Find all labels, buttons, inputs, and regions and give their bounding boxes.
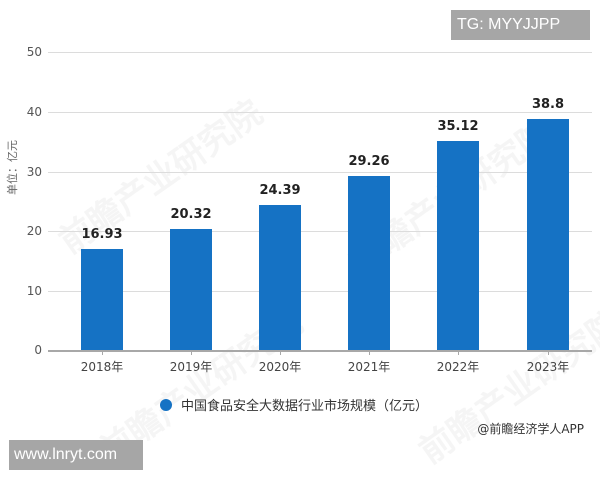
source-credit: @前瞻经济学人APP [477,422,584,436]
gridline [48,172,592,173]
y-tick: 10 [26,284,42,298]
gridline [48,291,592,292]
x-tick-label: 2023年 [526,360,570,374]
x-tick-mark [191,351,192,355]
x-tick-label: 2022年 [436,360,480,374]
bar-value-label: 35.12 [437,118,479,134]
x-tick-label: 2021年 [347,360,391,374]
bar-value-label: 24.39 [259,182,301,198]
bar [527,118,569,350]
overlay-tag-top: TG: MYYJJPP [451,10,590,40]
x-tick-mark [458,351,459,355]
x-tick-mark [102,351,103,355]
y-tick: 20 [26,224,42,238]
overlay-tag-bottom: www.lnryt.com [9,440,143,470]
legend: 中国食品安全大数据行业市场规模（亿元） [160,395,428,414]
y-tick: 30 [26,165,42,179]
y-tick: 40 [26,105,42,119]
legend-dot-icon [160,398,172,411]
y-tick: 50 [26,45,42,59]
bar-value-label: 29.26 [348,153,390,169]
x-axis-line [48,350,592,352]
bar [437,140,479,350]
gridline [48,231,592,232]
x-tick-mark [280,351,281,355]
x-tick-label: 2018年 [80,360,124,374]
bar [348,175,390,350]
bar [81,249,123,350]
bar-value-label: 38.8 [531,96,565,112]
x-tick-label: 2020年 [258,360,302,374]
x-tick-mark [548,351,549,355]
bar [259,204,301,350]
x-tick-label: 2019年 [169,360,213,374]
bar-value-label: 20.32 [170,206,212,222]
gridline [48,112,592,113]
legend-label: 中国食品安全大数据行业市场规模（亿元） [181,399,429,414]
x-tick-mark [369,351,370,355]
y-tick: 0 [34,343,42,357]
bar [170,228,212,350]
bar-value-label: 16.93 [81,227,123,243]
gridline [48,52,592,53]
